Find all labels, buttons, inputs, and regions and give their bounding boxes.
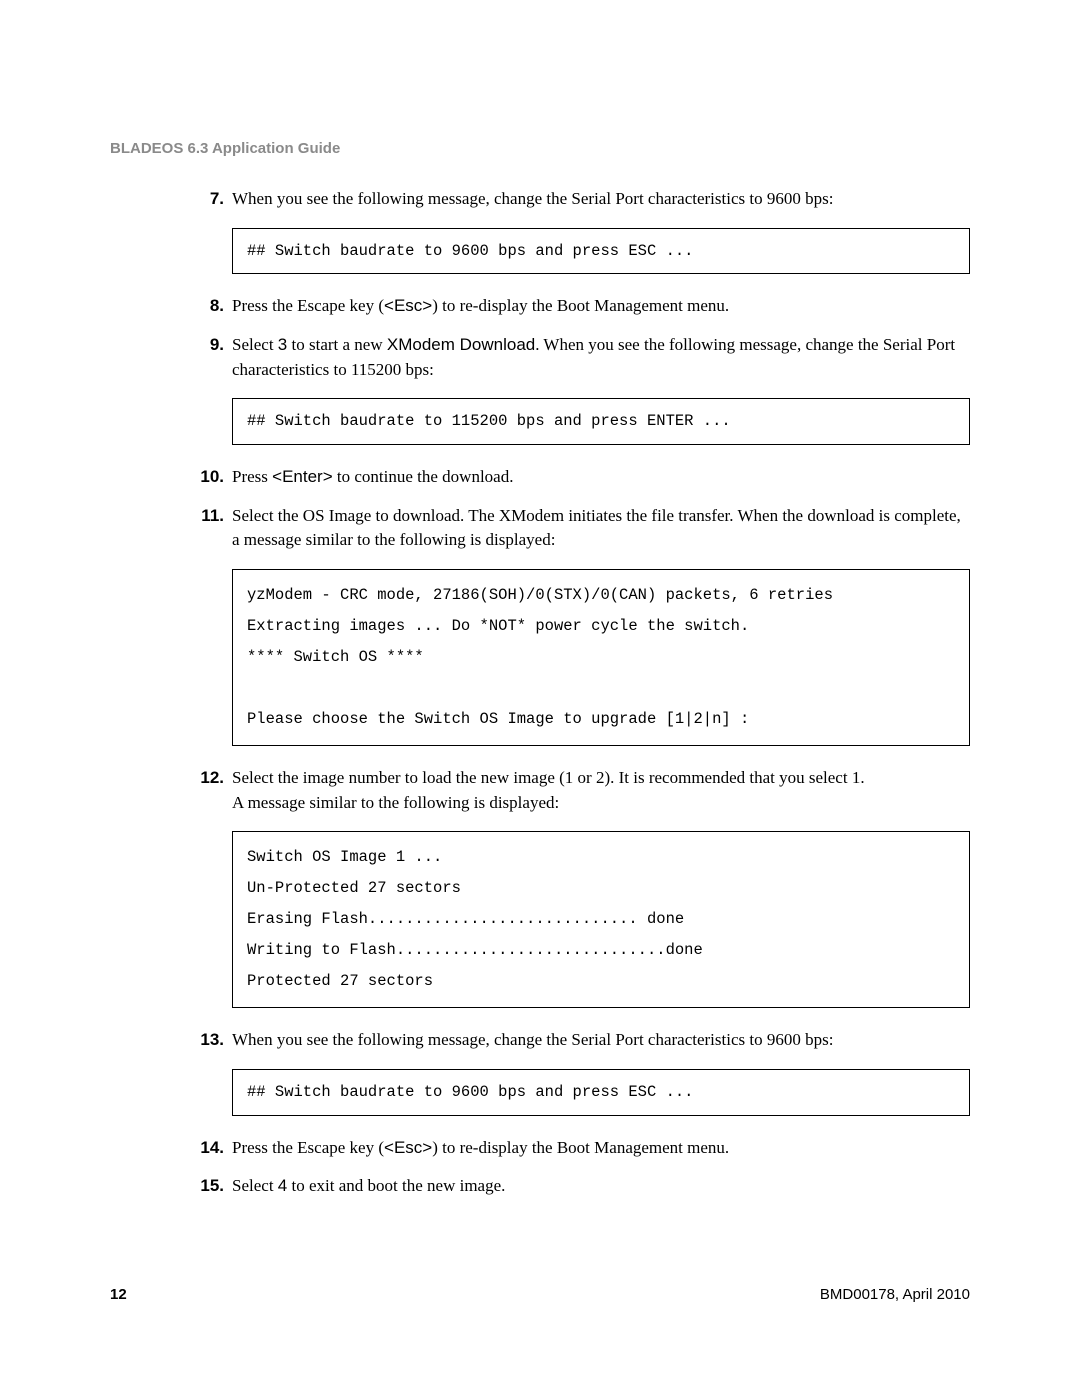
code-block-11: yzModem - CRC mode, 27186(SOH)/0(STX)/0(… <box>232 569 970 746</box>
step-text: Select 3 to start a new XModem Download.… <box>232 333 970 382</box>
code-block-7: ## Switch baudrate to 9600 bps and press… <box>232 228 970 275</box>
step-num: 12. <box>188 766 232 815</box>
step-num: 13. <box>188 1028 232 1053</box>
step-text: Select the image number to load the new … <box>232 766 865 815</box>
key-esc: <Esc> <box>384 296 432 315</box>
step-7: 7. When you see the following message, c… <box>188 187 970 212</box>
step-text: When you see the following message, chan… <box>232 1028 833 1053</box>
txt-part: to exit and boot the new image. <box>287 1176 505 1195</box>
step-num: 8. <box>188 294 232 319</box>
txt-part: to continue the download. <box>333 467 514 486</box>
step-num: 7. <box>188 187 232 212</box>
step-text: Press the Escape key (<Esc>) to re-displ… <box>232 294 729 319</box>
txt-part: Select <box>232 335 278 354</box>
step-text: Press <Enter> to continue the download. <box>232 465 513 490</box>
step-10: 10. Press <Enter> to continue the downlo… <box>188 465 970 490</box>
txt-line-2: A message similar to the following is di… <box>232 793 559 812</box>
code-block-13: ## Switch baudrate to 9600 bps and press… <box>232 1069 970 1116</box>
page-container: BLADEOS 6.3 Application Guide 7. When yo… <box>0 0 1080 1397</box>
header-title: BLADEOS 6.3 Application Guide <box>110 140 970 157</box>
step-15: 15. Select 4 to exit and boot the new im… <box>188 1174 970 1199</box>
content-area: 7. When you see the following message, c… <box>110 187 970 1199</box>
step-num: 10. <box>188 465 232 490</box>
doc-id: BMD00178, April 2010 <box>820 1286 970 1303</box>
select-4: 4 <box>278 1176 287 1195</box>
step-text: Press the Escape key (<Esc>) to re-displ… <box>232 1136 729 1161</box>
page-footer: 12 BMD00178, April 2010 <box>110 1286 970 1303</box>
page-number: 12 <box>110 1286 127 1303</box>
txt-part: to start a new <box>287 335 387 354</box>
txt-part: Press the Escape key ( <box>232 296 384 315</box>
code-block-12: Switch OS Image 1 ... Un-Protected 27 se… <box>232 831 970 1008</box>
step-9: 9. Select 3 to start a new XModem Downlo… <box>188 333 970 382</box>
step-num: 14. <box>188 1136 232 1161</box>
step-text: Select 4 to exit and boot the new image. <box>232 1174 505 1199</box>
step-8: 8. Press the Escape key (<Esc>) to re-di… <box>188 294 970 319</box>
txt-part: Press the Escape key ( <box>232 1138 384 1157</box>
step-text: When you see the following message, chan… <box>232 187 833 212</box>
txt-part: Select <box>232 1176 278 1195</box>
key-esc: <Esc> <box>384 1138 432 1157</box>
step-text: Select the OS Image to download. The XMo… <box>232 504 970 553</box>
step-12: 12. Select the image number to load the … <box>188 766 970 815</box>
code-block-9: ## Switch baudrate to 115200 bps and pre… <box>232 398 970 445</box>
step-num: 15. <box>188 1174 232 1199</box>
txt-part: ) to re-display the Boot Management menu… <box>432 296 729 315</box>
step-num: 11. <box>188 504 232 553</box>
step-14: 14. Press the Escape key (<Esc>) to re-d… <box>188 1136 970 1161</box>
txt-line-1: Select the image number to load the new … <box>232 768 865 787</box>
xmodem-label: XModem Download <box>387 335 535 354</box>
select-3: 3 <box>278 335 287 354</box>
txt-part: ) to re-display the Boot Management menu… <box>432 1138 729 1157</box>
step-11: 11. Select the OS Image to download. The… <box>188 504 970 553</box>
step-13: 13. When you see the following message, … <box>188 1028 970 1053</box>
step-num: 9. <box>188 333 232 382</box>
key-enter: <Enter> <box>272 467 333 486</box>
txt-part: Press <box>232 467 272 486</box>
